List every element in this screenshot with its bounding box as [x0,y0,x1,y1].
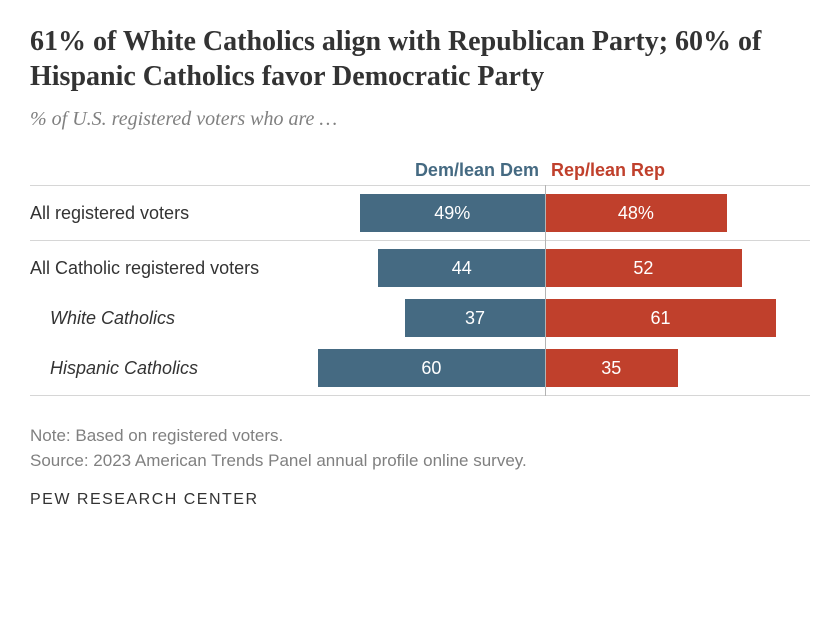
bar-half-dem: 37 [280,299,545,337]
row-label: Hispanic Catholics [30,358,280,379]
header-rep: Rep/lean Rep [551,160,665,181]
bar-half-dem: 60 [280,349,545,387]
data-row: White Catholics 37 61 [30,293,810,343]
chart-subtitle: % of U.S. registered voters who are … [30,108,810,131]
data-row: All registered voters 49% 48% [30,188,810,238]
attribution: PEW RESEARCH CENTER [30,491,810,509]
footnotes: Note: Based on registered voters. Source… [30,424,810,473]
bar-rep: 35 [545,349,678,387]
value-rep: 35 [601,358,621,379]
value-rep: 61 [650,308,670,329]
note-text: Note: Based on registered voters. [30,424,810,449]
bar-half-rep: 61 [545,299,810,337]
bar-half-rep: 48% [545,194,810,232]
row-divider [30,395,810,396]
bar-rep: 61 [545,299,776,337]
bar-dem: 49% [360,194,546,232]
row-label: White Catholics [30,308,280,329]
diverging-bar-chart: Dem/lean Dem Rep/lean Rep All registered… [30,155,810,396]
rows-container: All registered voters 49% 48% All Catholic … [30,185,810,396]
bar-half-dem: 49% [280,194,545,232]
bar-half-dem: 44 [280,249,545,287]
data-row: Hispanic Catholics 60 35 [30,343,810,393]
bar-dem: 60 [318,349,545,387]
column-headers: Dem/lean Dem Rep/lean Rep [30,155,810,183]
value-dem: 49% [434,203,470,224]
value-rep: 52 [633,258,653,279]
value-dem: 37 [465,308,485,329]
value-dem: 44 [452,258,472,279]
value-rep: 48% [618,203,654,224]
data-row: All Catholic registered voters 44 52 [30,243,810,293]
chart-title: 61% of White Catholics align with Republ… [30,24,810,94]
bar-rep: 52 [545,249,742,287]
row-divider [30,240,810,241]
row-label: All Catholic registered voters [30,258,280,279]
bar-half-rep: 35 [545,349,810,387]
bar-dem: 37 [405,299,545,337]
bar-half-rep: 52 [545,249,810,287]
row-label: All registered voters [30,203,280,224]
row-divider [30,185,810,186]
header-dem: Dem/lean Dem [415,160,539,181]
bar-rep: 48% [545,194,727,232]
source-text: Source: 2023 American Trends Panel annua… [30,449,810,474]
center-axis-line [545,185,546,396]
value-dem: 60 [421,358,441,379]
bar-dem: 44 [378,249,545,287]
